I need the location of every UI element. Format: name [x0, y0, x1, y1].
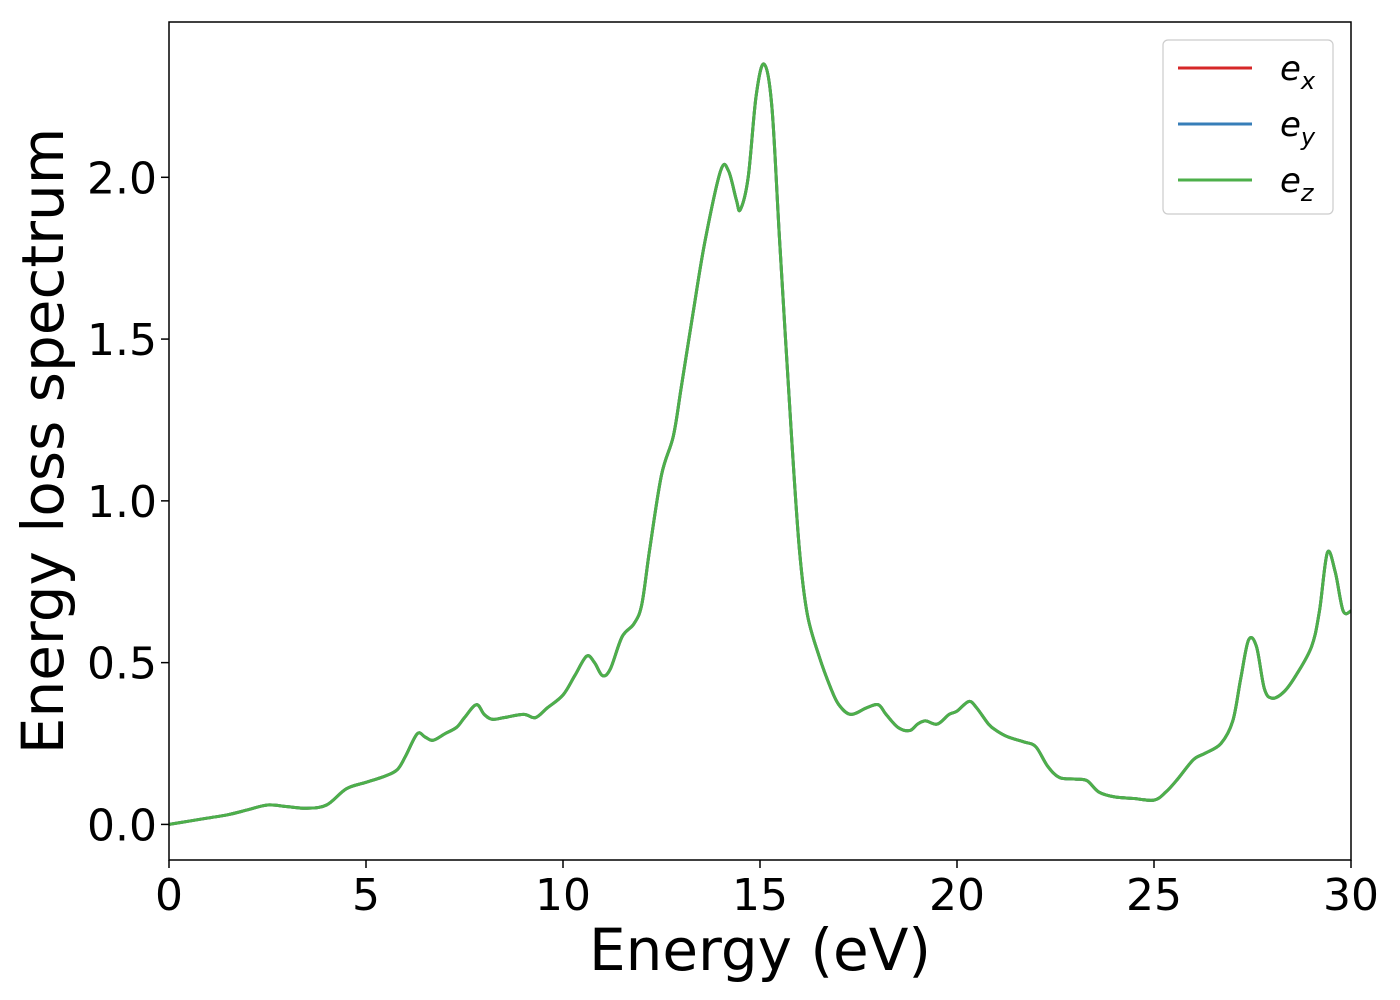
legend: ex ey ez [1162, 39, 1334, 215]
x-tick-label: 25 [1126, 870, 1182, 921]
x-axis-ticks: 0 5 10 15 20 25 30 [155, 860, 1379, 921]
x-tick-label: 5 [352, 870, 380, 921]
x-axis-label: Energy (eV) [589, 916, 931, 984]
series-layer [169, 62, 1351, 826]
x-tick-label: 30 [1323, 870, 1379, 921]
legend-label-ez: ez [1280, 161, 1315, 207]
y-axis-label: Energy loss spectrum [9, 128, 77, 754]
x-tick-label: 0 [155, 870, 183, 921]
y-tick-label: 2.0 [87, 153, 157, 204]
legend-label-ey: ey [1280, 105, 1316, 151]
legend-frame [1162, 39, 1334, 215]
y-tick-label: 0.5 [87, 639, 157, 690]
x-tick-label: 20 [929, 870, 985, 921]
y-tick-label: 0.0 [87, 800, 157, 851]
series-line-ez [169, 62, 1351, 826]
legend-label-ex: ex [1280, 49, 1316, 95]
y-tick-label: 1.0 [87, 477, 157, 528]
y-axis-ticks: 0.0 0.5 1.0 1.5 2.0 [87, 153, 169, 851]
y-tick-label: 1.5 [87, 315, 157, 366]
x-tick-label: 15 [732, 870, 788, 921]
x-tick-label: 10 [535, 870, 591, 921]
